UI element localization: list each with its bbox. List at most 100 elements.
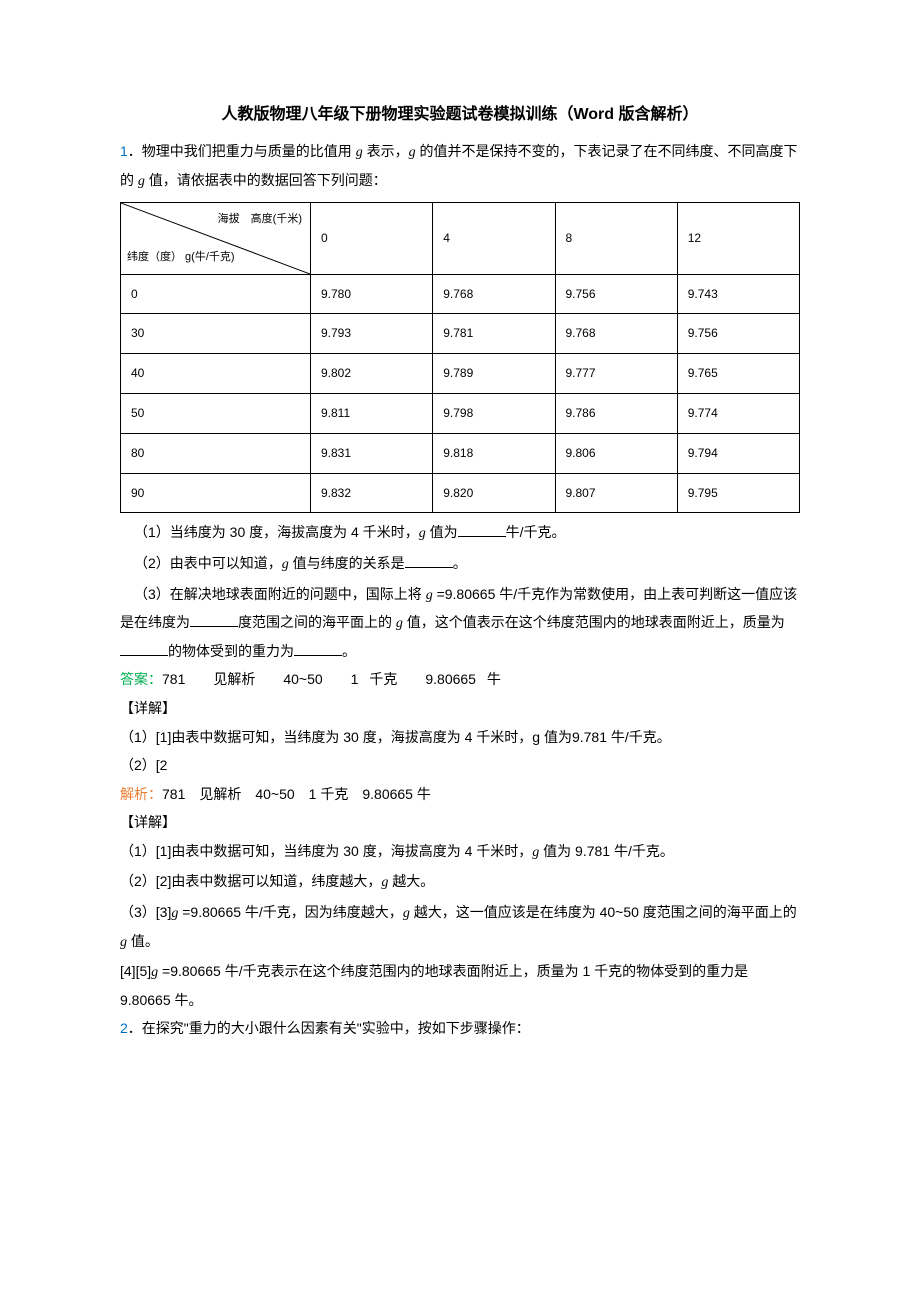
q1-number: 1 <box>120 143 128 159</box>
cell: 9.832 <box>311 473 433 513</box>
answer-line: 答案：781 见解析 40~50 1 千克 9.80665 牛 <box>120 666 800 693</box>
cell: 9.794 <box>677 433 799 473</box>
col-header: 0 <box>311 202 433 274</box>
text: （1）[1]由表中数据可知，当纬度为 30 度，海拔高度为 4 千米时， <box>120 843 532 859</box>
row-header: 90 <box>121 473 311 513</box>
col-header: 8 <box>555 202 677 274</box>
text: 值为 <box>426 524 458 540</box>
cell: 9.793 <box>311 314 433 354</box>
text: （3）[3] <box>120 904 171 920</box>
text: =9.80665 牛/千克表示在这个纬度范围内的地球表面附近上，质量为 1 千克… <box>120 963 748 1008</box>
blank <box>294 640 342 655</box>
cell: 9.777 <box>555 354 677 394</box>
text: ．物理中我们把重力与质量的比值用 <box>128 143 356 159</box>
text: 表示， <box>363 143 409 159</box>
row-header: 50 <box>121 393 311 433</box>
table-row: 50 9.811 9.798 9.786 9.774 <box>121 393 800 433</box>
analysis-line: 解析：781 见解析 40~50 1 千克 9.80665 牛 <box>120 781 800 808</box>
text: ．在探究"重力的大小跟什么因素有关"实验中，按如下步骤操作： <box>128 1020 530 1036</box>
var-g: g <box>403 906 410 921</box>
q1-sub1: （1）当纬度为 30 度，海拔高度为 4 千米时，g 值为 牛/千克。 <box>120 519 800 548</box>
var-g: g <box>426 588 433 603</box>
text: 牛/千克。 <box>506 524 566 540</box>
cell: 9.789 <box>433 354 555 394</box>
blank <box>405 553 453 568</box>
blank <box>458 522 506 537</box>
detail-1: （1）[1]由表中数据可知，当纬度为 30 度，海拔高度为 4 千米时，g 值为… <box>120 724 800 751</box>
detail-label: 【详解】 <box>120 695 800 722</box>
text: （2）[2]由表中数据可以知道，纬度越大， <box>120 873 381 889</box>
analysis-label: 解析： <box>120 786 162 802</box>
text: 值，这个值表示在这个纬度范围内的地球表面附近上，质量为 <box>403 614 785 630</box>
cell: 9.831 <box>311 433 433 473</box>
explain-4: [4][5]g =9.80665 牛/千克表示在这个纬度范围内的地球表面附近上，… <box>120 958 800 1013</box>
var-g: g <box>356 145 363 160</box>
q2-intro: 2．在探究"重力的大小跟什么因素有关"实验中，按如下步骤操作： <box>120 1015 800 1042</box>
var-g: g <box>138 174 145 189</box>
text: =9.80665 牛/千克，因为纬度越大， <box>178 904 402 920</box>
col-header: 12 <box>677 202 799 274</box>
text: （2）由表中可以知道， <box>134 555 282 571</box>
text: 值与纬度的关系是 <box>289 555 405 571</box>
cell: 9.780 <box>311 274 433 314</box>
col-header: 4 <box>433 202 555 274</box>
header-altitude: 海拔 高度(千米) <box>218 209 302 230</box>
cell: 9.807 <box>555 473 677 513</box>
data-table: 海拔 高度(千米) 纬度（度） g(牛/千克) 0 4 8 12 0 9.780… <box>120 202 800 514</box>
cell: 9.756 <box>677 314 799 354</box>
page-title: 人教版物理八年级下册物理实验题试卷模拟训练（Word 版含解析） <box>120 100 800 130</box>
row-header: 0 <box>121 274 311 314</box>
cell: 9.798 <box>433 393 555 433</box>
cell: 9.820 <box>433 473 555 513</box>
text: 度范围之间的海平面上的 <box>238 614 396 630</box>
text: 值，请依据表中的数据回答下列问题： <box>145 172 387 188</box>
blank <box>190 612 238 627</box>
row-header: 80 <box>121 433 311 473</box>
text: 越大，这一值应该是在纬度为 40~50 度范围之间的海平面上的 <box>410 904 797 920</box>
cell: 9.781 <box>433 314 555 354</box>
table-row: 80 9.831 9.818 9.806 9.794 <box>121 433 800 473</box>
var-g: g <box>409 145 416 160</box>
q2-number: 2 <box>120 1020 128 1036</box>
text: （3）在解决地球表面附近的问题中，国际上将 <box>134 586 426 602</box>
analysis-text: 781 见解析 40~50 1 千克 9.80665 牛 <box>162 786 431 802</box>
cell: 9.768 <box>555 314 677 354</box>
var-g: g <box>396 616 403 631</box>
text: （1）当纬度为 30 度，海拔高度为 4 千米时， <box>134 524 419 540</box>
cell: 9.806 <box>555 433 677 473</box>
explain-1: （1）[1]由表中数据可知，当纬度为 30 度，海拔高度为 4 千米时，g 值为… <box>120 838 800 867</box>
table-row: 30 9.793 9.781 9.768 9.756 <box>121 314 800 354</box>
table-row: 90 9.832 9.820 9.807 9.795 <box>121 473 800 513</box>
answer-text: 781 见解析 40~50 1 千克 9.80665 牛 <box>162 671 501 687</box>
cell: 9.818 <box>433 433 555 473</box>
detail-2: （2）[2 <box>120 752 800 779</box>
cell: 9.756 <box>555 274 677 314</box>
var-g: g <box>419 526 426 541</box>
explain-3: （3）[3]g =9.80665 牛/千克，因为纬度越大，g 越大，这一值应该是… <box>120 899 800 956</box>
explain-2: （2）[2]由表中数据可以知道，纬度越大，g 越大。 <box>120 868 800 897</box>
cell: 9.743 <box>677 274 799 314</box>
text: 。 <box>453 555 467 571</box>
text: 的物体受到的重力为 <box>168 643 294 659</box>
table-row: 0 9.780 9.768 9.756 9.743 <box>121 274 800 314</box>
q1-sub2: （2）由表中可以知道，g 值与纬度的关系是。 <box>120 550 800 579</box>
table-header-row: 海拔 高度(千米) 纬度（度） g(牛/千克) 0 4 8 12 <box>121 202 800 274</box>
cell: 9.786 <box>555 393 677 433</box>
cell: 9.811 <box>311 393 433 433</box>
var-g: g <box>120 935 127 950</box>
cell: 9.765 <box>677 354 799 394</box>
text: 值。 <box>127 933 159 949</box>
text: [4][5] <box>120 963 151 979</box>
q1-intro: 1．物理中我们把重力与质量的比值用 g 表示，g 的值并不是保持不变的，下表记录… <box>120 138 800 195</box>
table-row: 40 9.802 9.789 9.777 9.765 <box>121 354 800 394</box>
diagonal-header-cell: 海拔 高度(千米) 纬度（度） g(牛/千克) <box>121 202 311 274</box>
answer-label: 答案： <box>120 671 162 687</box>
text: 。 <box>342 643 356 659</box>
row-header: 40 <box>121 354 311 394</box>
text: 越大。 <box>388 873 434 889</box>
q1-sub3: （3）在解决地球表面附近的问题中，国际上将 g =9.80665 牛/千克作为常… <box>120 581 800 665</box>
row-header: 30 <box>121 314 311 354</box>
header-latitude: 纬度（度） g(牛/千克) <box>127 247 235 268</box>
cell: 9.802 <box>311 354 433 394</box>
text: 值为 9.781 牛/千克。 <box>539 843 674 859</box>
